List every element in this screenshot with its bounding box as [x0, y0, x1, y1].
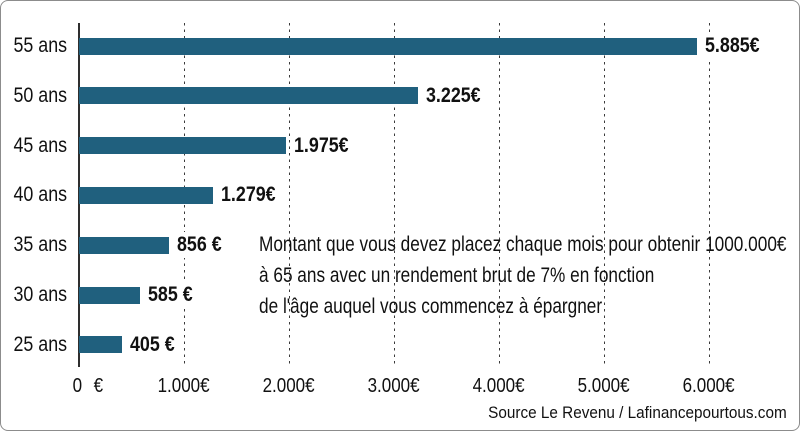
gridline	[603, 23, 605, 367]
category-label: 50 ans	[1, 83, 67, 109]
x-tick-label: 0 €	[28, 374, 148, 398]
x-tick-label: 1.000€	[124, 374, 244, 398]
annotation-line: de l'âge auquel vous commencez à épargne…	[259, 291, 799, 322]
x-tick-label-text: 5.000€	[577, 375, 630, 397]
bar	[79, 87, 418, 105]
bar-value-label: 585 €	[146, 282, 203, 309]
y-axis-line	[78, 23, 80, 367]
bar	[79, 286, 141, 304]
bar-value-label-text: 3.225€	[425, 83, 481, 107]
gridline	[288, 23, 290, 367]
category-label-text: 45 ans	[13, 133, 67, 157]
x-tick-label-text: 6.000€	[682, 375, 735, 397]
x-tick-label: 3.000€	[334, 374, 454, 398]
annotation-line-text: à 65 ans avec un rendement brut de 7% en…	[259, 264, 655, 287]
category-label-text: 25 ans	[13, 332, 67, 356]
category-label-text: 55 ans	[13, 34, 67, 57]
x-tick-label: 6.000€	[649, 374, 769, 398]
category-label-text: 50 ans	[13, 83, 67, 107]
x-tick-label: 2.000€	[229, 374, 349, 398]
x-tick-label-text: 1.000€	[157, 375, 210, 397]
category-label: 40 ans	[1, 182, 67, 208]
gridline	[708, 23, 710, 367]
category-label: 25 ans	[1, 332, 67, 358]
x-tick-label: 4.000€	[439, 374, 559, 398]
gridline	[498, 23, 500, 367]
bar-value-label-text: 1.279€	[221, 183, 276, 207]
bar-value-label: 1.975€	[292, 132, 361, 159]
x-tick-label: 5.000€	[544, 374, 664, 398]
category-label: 35 ans	[1, 232, 67, 258]
annotation-line: à 65 ans avec un rendement brut de 7% en…	[259, 260, 799, 291]
bar-value-label: 856 €	[174, 232, 232, 259]
x-tick-label-text: 2.000€	[262, 375, 315, 397]
bar-value-label-text: 5.885€	[704, 34, 760, 57]
source-credit: Source Le Revenu / Lafinancepourtous.com	[455, 403, 787, 423]
annotation-line-text: Montant que vous devez placez chaque moi…	[259, 233, 787, 256]
bar-value-label-text: 405 €	[129, 332, 175, 356]
bar	[79, 336, 122, 354]
x-tick-label-text: 3.000€	[367, 375, 420, 397]
x-tick-label-text: 4.000€	[472, 375, 525, 397]
annotation: Montant que vous devez placez chaque moi…	[259, 229, 799, 322]
category-label: 30 ans	[1, 282, 67, 308]
bar	[79, 186, 214, 204]
category-label-text: 30 ans	[13, 283, 67, 307]
bar-value-label: 3.225€	[423, 82, 492, 109]
bar	[79, 137, 287, 155]
bar	[79, 37, 697, 55]
bar-value-label: 5.885€	[702, 33, 772, 59]
annotation-line: Montant que vous devez placez chaque moi…	[259, 229, 799, 260]
bar-value-label-text: 1.975€	[294, 133, 349, 157]
category-label: 55 ans	[1, 33, 67, 59]
category-label-text: 40 ans	[13, 183, 67, 207]
gridline	[393, 23, 395, 367]
annotation-line-text: de l'âge auquel vous commencez à épargne…	[259, 295, 603, 318]
bar-value-label: 1.279€	[219, 182, 288, 209]
bar-value-label: 405 €	[127, 331, 185, 358]
bar	[79, 236, 169, 254]
x-tick-label-text: 0 €	[72, 375, 104, 397]
bar-value-label-text: 856 €	[176, 233, 222, 257]
source-credit-text: Source Le Revenu / Lafinancepourtous.com	[488, 403, 787, 422]
bar-value-label-text: 585 €	[148, 283, 194, 307]
category-label: 45 ans	[1, 133, 67, 159]
category-label-text: 35 ans	[13, 233, 67, 257]
